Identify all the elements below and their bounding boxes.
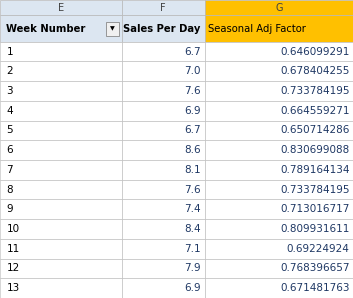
Bar: [0, 121, 122, 140]
Text: 0.789164134: 0.789164134: [280, 165, 349, 175]
Bar: [122, 140, 205, 160]
Bar: [205, 259, 353, 278]
Bar: [205, 140, 353, 160]
Bar: [0, 160, 122, 180]
Text: 0.768396657: 0.768396657: [280, 263, 349, 274]
Bar: [205, 278, 353, 298]
Bar: [205, 199, 353, 219]
Text: 6.9: 6.9: [184, 283, 201, 293]
Text: 13: 13: [6, 283, 20, 293]
Bar: [122, 121, 205, 140]
Bar: [0, 199, 122, 219]
Text: 0.664559271: 0.664559271: [280, 106, 349, 116]
Bar: [0, 15, 122, 42]
Text: 0.809931611: 0.809931611: [280, 224, 349, 234]
Bar: [0, 239, 122, 259]
Text: Seasonal Adj Factor: Seasonal Adj Factor: [208, 24, 306, 34]
Bar: [0, 101, 122, 121]
Bar: [122, 61, 205, 81]
Text: 6.9: 6.9: [184, 106, 201, 116]
Text: 1: 1: [6, 46, 13, 57]
Bar: [205, 101, 353, 121]
Text: 0.713016717: 0.713016717: [280, 204, 349, 214]
Bar: [205, 81, 353, 101]
Bar: [122, 219, 205, 239]
Text: 6.7: 6.7: [184, 125, 201, 135]
Text: 0.733784195: 0.733784195: [280, 184, 349, 195]
Text: 7.6: 7.6: [184, 86, 201, 96]
Bar: [205, 0, 353, 15]
Text: 3: 3: [6, 86, 13, 96]
Bar: [122, 15, 205, 42]
Text: 7.4: 7.4: [184, 204, 201, 214]
Text: 0.733784195: 0.733784195: [280, 86, 349, 96]
Text: 7.9: 7.9: [184, 263, 201, 274]
Bar: [205, 239, 353, 259]
Text: 0.646099291: 0.646099291: [280, 46, 349, 57]
Bar: [205, 160, 353, 180]
Text: 4: 4: [6, 106, 13, 116]
Text: ▼: ▼: [110, 26, 115, 31]
Bar: [122, 239, 205, 259]
Text: 8.6: 8.6: [184, 145, 201, 155]
Text: 8.4: 8.4: [184, 224, 201, 234]
Bar: [0, 0, 122, 15]
Text: 0.678404255: 0.678404255: [280, 66, 349, 76]
Text: 7.1: 7.1: [184, 244, 201, 254]
Bar: [0, 219, 122, 239]
Text: 12: 12: [6, 263, 20, 274]
Text: 2: 2: [6, 66, 13, 76]
Text: 6: 6: [6, 145, 13, 155]
Bar: [106, 21, 119, 36]
Bar: [0, 81, 122, 101]
Bar: [0, 259, 122, 278]
Text: F: F: [161, 3, 166, 13]
Text: 11: 11: [6, 244, 20, 254]
Bar: [122, 278, 205, 298]
Text: Week Number: Week Number: [6, 24, 86, 34]
Text: 8.1: 8.1: [184, 165, 201, 175]
Bar: [122, 259, 205, 278]
Text: 5: 5: [6, 125, 13, 135]
Bar: [0, 180, 122, 199]
Bar: [205, 61, 353, 81]
Text: 0.830699088: 0.830699088: [280, 145, 349, 155]
Bar: [122, 101, 205, 121]
Bar: [205, 121, 353, 140]
Bar: [122, 180, 205, 199]
Bar: [122, 199, 205, 219]
Bar: [205, 42, 353, 61]
Text: 0.671481763: 0.671481763: [280, 283, 349, 293]
Bar: [122, 0, 205, 15]
Bar: [205, 219, 353, 239]
Text: 8: 8: [6, 184, 13, 195]
Bar: [0, 61, 122, 81]
Bar: [122, 160, 205, 180]
Text: G: G: [275, 3, 283, 13]
Text: 0.69224924: 0.69224924: [287, 244, 349, 254]
Text: Sales Per Day: Sales Per Day: [123, 24, 201, 34]
Bar: [0, 42, 122, 61]
Bar: [205, 15, 353, 42]
Text: 7.0: 7.0: [184, 66, 201, 76]
Bar: [0, 140, 122, 160]
Text: 9: 9: [6, 204, 13, 214]
Text: E: E: [58, 3, 64, 13]
Text: 0.650714286: 0.650714286: [280, 125, 349, 135]
Text: 10: 10: [6, 224, 19, 234]
Text: 6.7: 6.7: [184, 46, 201, 57]
Text: 7.6: 7.6: [184, 184, 201, 195]
Bar: [122, 42, 205, 61]
Text: 7: 7: [6, 165, 13, 175]
Bar: [205, 180, 353, 199]
Bar: [122, 81, 205, 101]
Bar: [0, 278, 122, 298]
